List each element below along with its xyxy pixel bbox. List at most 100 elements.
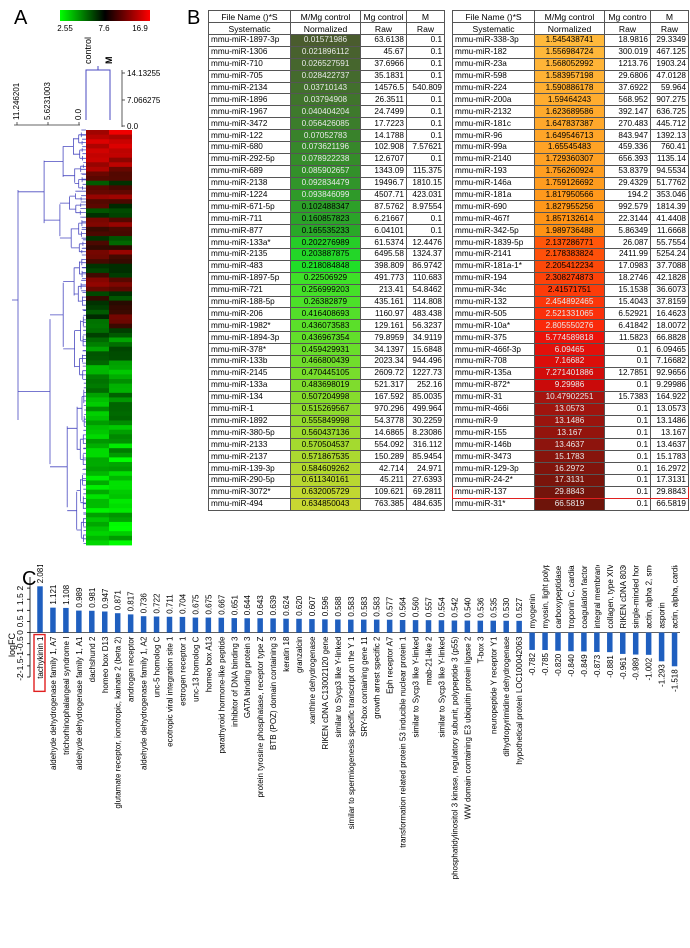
bar-value-label: 0.711: [166, 594, 175, 614]
heatmap-cell: [109, 203, 132, 209]
table-row: mmu-miR-193 1.756260924 53.8379 94.5534: [452, 164, 689, 178]
heatmap-cell: [86, 176, 109, 182]
bar-value-label: 0.947: [101, 588, 110, 609]
mirna-name-cell: mmu-miR-188-5p: [208, 295, 291, 309]
column-label-m: M: [104, 57, 114, 65]
mirna-name-cell: mmu-miR-2137: [208, 450, 291, 464]
normalized-value-cell: 0.634850043: [290, 497, 361, 511]
y-axis-label: logFC: [7, 633, 17, 658]
bar-category-label: unc-5 homolog C: [153, 636, 162, 697]
table-row: mmu-miR-2133 0.570504537 554.092 316.112: [208, 438, 445, 452]
heatmap-cell: [109, 540, 132, 546]
bar-value-label: 0.527: [515, 597, 524, 618]
m-raw-cell: 467.125: [650, 45, 689, 59]
right-table-subheader-row-cell: Normalized: [534, 22, 605, 35]
normalized-value-cell: 0.021896112: [290, 45, 361, 59]
normalized-value-cell: 0.26382879: [290, 295, 361, 309]
heatmap-cell: [109, 185, 132, 191]
left-table-header-row-cell: Mg control: [360, 10, 407, 23]
mirna-name-cell: mmu-miR-1967: [208, 105, 291, 119]
normalized-value-cell: 0.01571986: [290, 34, 361, 47]
table-row: mmu-miR-139-3p 0.584609262 42.714 24.971: [208, 462, 445, 475]
mg-control-raw-cell: 554.092: [360, 438, 407, 452]
heatmap-cell: [109, 226, 132, 232]
heatmap-cell: [86, 222, 109, 228]
heatmap-cell: [86, 272, 109, 278]
normalized-value-cell: 29.8843: [534, 485, 605, 499]
mg-control-raw-cell: 0.1: [604, 438, 651, 452]
table-row: mmu-miR-3072* 0.632005729 109.621 69.2811: [208, 485, 445, 499]
m-raw-cell: 0.1: [406, 129, 445, 143]
table-row: mmu-miR-466f-3p 6.09465 0.1 6.09465: [452, 343, 689, 357]
bar: [581, 632, 587, 652]
column-dendrogram-axis: [121, 70, 125, 127]
mg-control-raw-cell: 0.1: [604, 462, 651, 475]
mirna-name-cell: mmu-miR-3473: [452, 450, 535, 464]
normalized-value-cell: 2.521331065: [534, 307, 605, 321]
bar-category-label: myosin, light polypeptide 4: [541, 565, 550, 629]
normalized-value-cell: 13.1486: [534, 414, 605, 428]
heatmap-cell: [109, 143, 132, 149]
table-row: mmu-miR-680 0.073621196 102.908 7.57621: [208, 141, 445, 154]
panel-label-b: B: [187, 7, 201, 29]
normalized-value-cell: 1.857132614: [534, 212, 605, 226]
heatmap-cell: [86, 213, 109, 219]
m-raw-cell: 1814.39: [650, 200, 689, 214]
bar-category-label: transformation related protein 53 induci…: [399, 636, 408, 848]
table-row: mmu-miR-690 1.827955256 992.579 1814.39: [452, 200, 689, 214]
mirna-name-cell: mmu-miR-338-3p: [452, 34, 535, 47]
heatmap-cell: [86, 512, 109, 518]
m-raw-cell: 636.725: [650, 105, 689, 119]
bar-category-label: actin, alpha 2, smooth muscle, aorta: [645, 565, 654, 629]
mg-control-raw-cell: 398.809: [360, 259, 407, 273]
normalized-value-cell: 7.271401886: [534, 366, 605, 380]
bar-category-label: keratin 18: [282, 636, 291, 672]
bar: [127, 614, 134, 633]
mg-control-raw-cell: 0.1: [604, 414, 651, 428]
mg-control-raw-cell: 15.7383: [604, 390, 651, 404]
table-row: mmu-miR-494 0.634850043 763.385 484.635: [208, 497, 445, 511]
bar: [620, 632, 626, 654]
bar-category-label: WW domain containing E3 ubiquitin protei…: [463, 636, 472, 819]
normalized-value-cell: 0.632005729: [290, 485, 361, 499]
bar-category-label: Eph receptor A7: [386, 636, 395, 694]
row-dendro-tick-zero: 0.0: [74, 108, 83, 120]
heatmap-cell: [86, 319, 109, 325]
mirna-name-cell: mmu-miR-2141: [452, 248, 535, 261]
heatmap-cell: [86, 498, 109, 504]
mg-control-raw-cell: 6.21667: [360, 212, 407, 226]
heatmap-cell: [86, 429, 109, 435]
mirna-name-cell: mmu-miR-224: [452, 81, 535, 95]
mg-control-raw-cell: 45.211: [360, 473, 407, 487]
bar-category-label: collagen, type XIV, alpha 1: [606, 565, 615, 629]
m-raw-cell: 9.29986: [650, 378, 689, 392]
mg-control-raw-cell: 14.1788: [360, 129, 407, 143]
normalized-value-cell: 1.59464243: [534, 93, 605, 107]
bar-category-label: phosphatidylinositol 3 kinase, regulator…: [450, 636, 459, 879]
normalized-value-cell: 0.560437136: [290, 426, 361, 440]
table-row: mmu-miR-689 0.085902657 1343.09 115.375: [208, 164, 445, 178]
m-raw-cell: 164.922: [650, 390, 689, 404]
table-row: mmu-miR-146b 13.4637 0.1 13.4637: [452, 438, 689, 452]
table-row: mmu-miR-23a 1.568052992 1213.76 1903.24: [452, 57, 689, 71]
table-row: mmu-miR-710 0.026527591 37.6966 0.1: [208, 57, 445, 71]
normalized-value-cell: 1.827955256: [534, 200, 605, 214]
mg-control-raw-cell: 213.41: [360, 283, 407, 297]
bar-value-label: 0.583: [360, 596, 369, 617]
m-raw-cell: 24.971: [406, 462, 445, 475]
m-raw-cell: 34.9119: [406, 331, 445, 345]
mirna-name-cell: mmu-miR-134: [208, 390, 291, 404]
heatmap-cell: [109, 429, 132, 435]
m-raw-cell: 55.7554: [650, 236, 689, 250]
heatmap-cell: [109, 208, 132, 214]
downregulated-mirna-table: File Name ()*S M/Mg control Mg control M Sys…: [208, 10, 445, 511]
heatmap-cell: [86, 157, 109, 163]
m-raw-cell: 66.5819: [650, 497, 689, 511]
heatmap-cell: [86, 296, 109, 302]
bar-value-label: 0.667: [217, 594, 226, 615]
bar-category-label: parathyroid hormone-like peptide: [217, 636, 226, 754]
mirna-name-cell: mmu-miR-2140: [452, 152, 535, 166]
table-row: mmu-miR-1982* 0.436073583 129.161 56.3237: [208, 319, 445, 333]
bar-category-label: inhibitor of DNA binding 3: [230, 636, 239, 727]
mg-control-raw-cell: 521.317: [360, 378, 407, 392]
